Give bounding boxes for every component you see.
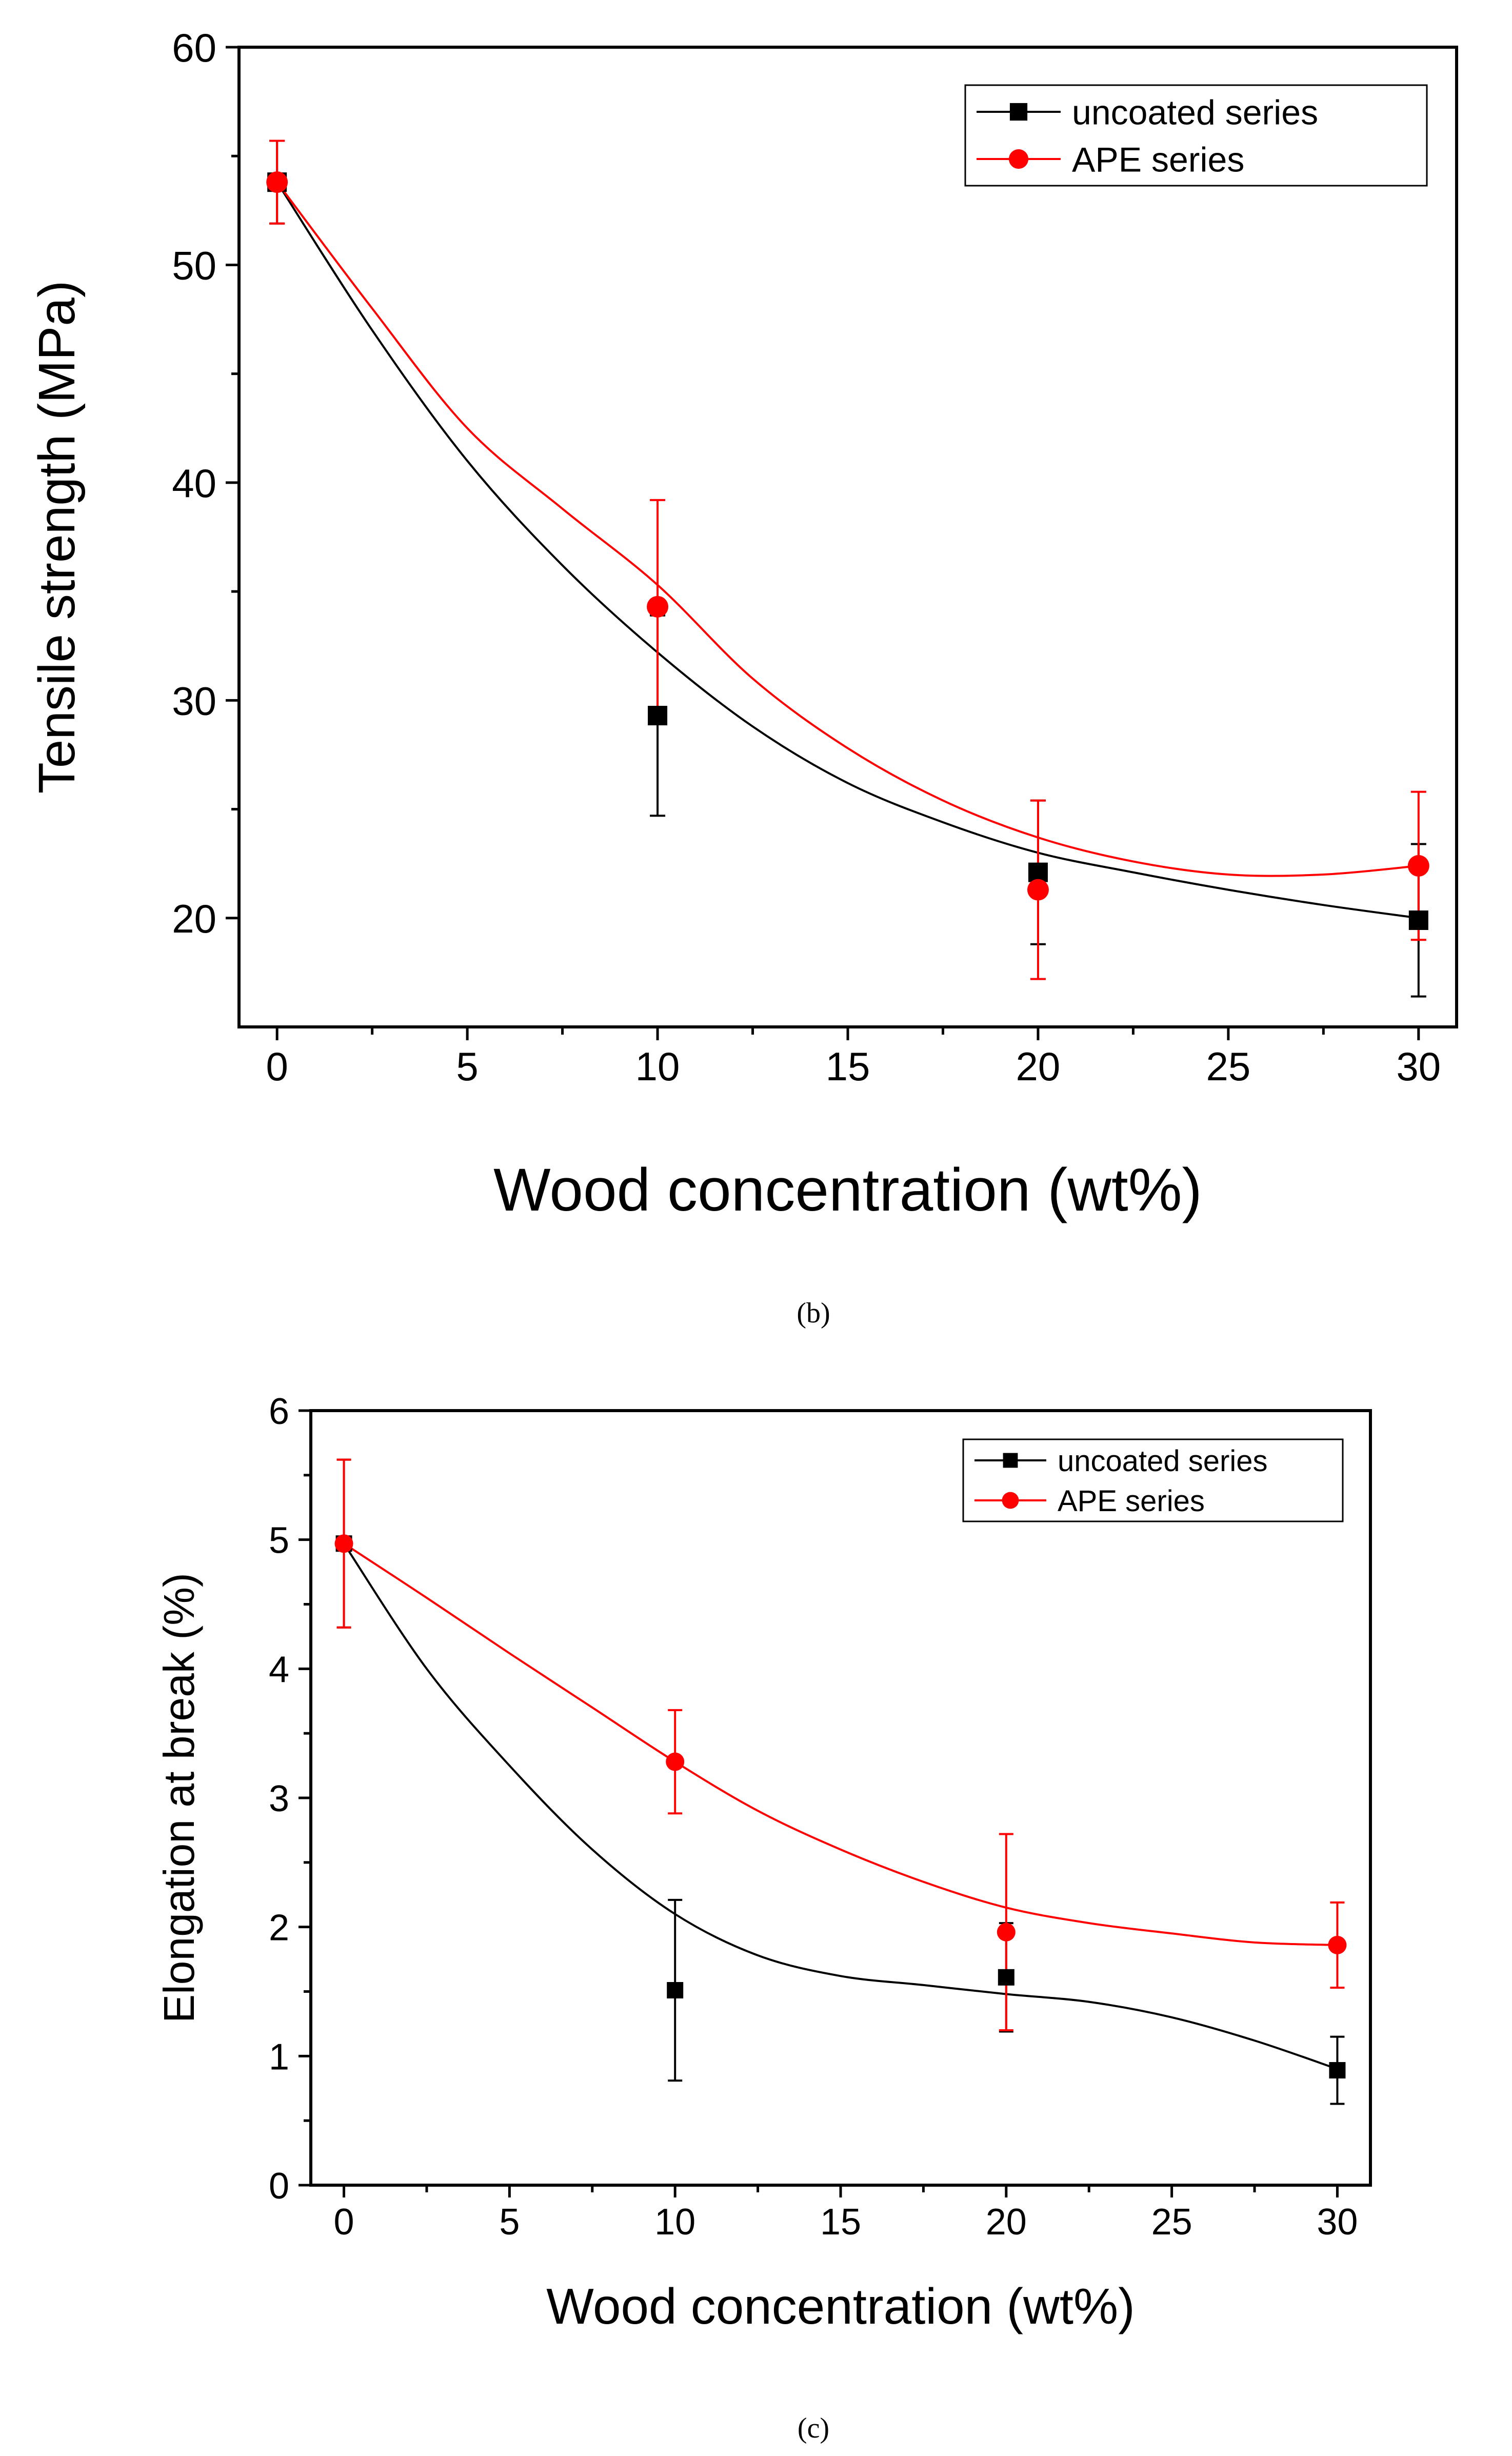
c-legend-marker-square: [1003, 1453, 1018, 1468]
elongation-chart: 0 5 10 15 20 25 30 0 1 2 3 4 5 6 Wood concentration (w…: [155, 1391, 1372, 2334]
b-legend-marker-square: [1009, 103, 1028, 121]
b-legend-marker-circle: [1008, 149, 1029, 169]
c-y-tick-label: 2: [269, 1908, 289, 1949]
b-y-tick-label: 20: [172, 896, 216, 941]
c-data-point-uncoated: [1329, 2062, 1346, 2079]
b-data-point-uncoated: [1408, 910, 1428, 930]
b-data-point-ape: [1027, 879, 1049, 901]
c-plot-frame: [309, 1409, 1372, 2187]
b-y-tick-label: 40: [172, 461, 216, 506]
b-data-point-ape: [1407, 855, 1429, 877]
c-data-point-uncoated: [667, 1982, 684, 1998]
c-data-point-ape: [666, 1752, 685, 1771]
b-legend-box: [964, 84, 1428, 187]
b-x-tick-label: 5: [456, 1044, 478, 1089]
c-legend-marker-circle: [1002, 1492, 1019, 1509]
b-x-tick-label: 15: [826, 1044, 870, 1089]
caption-b: (b): [797, 1297, 830, 1329]
tensile-strength-chart: 0 5 10 15 20 25 30 20 30 40 50 60 Wood concentration…: [28, 25, 1458, 1224]
b-y-axis-title: Tensile strength (MPa): [28, 281, 86, 794]
b-plot-frame: [237, 46, 1458, 1028]
c-legend-box: [962, 1438, 1344, 1522]
b-y-tick-label: 50: [172, 243, 216, 288]
c-fit-curve-uncoated: [343, 1543, 1338, 2070]
c-y-tick-label: 6: [269, 1391, 289, 1432]
c-legend-label: uncoated series: [1058, 1444, 1267, 1478]
c-x-tick-label: 5: [499, 2202, 520, 2243]
c-x-tick-label: 30: [1317, 2202, 1358, 2243]
b-x-axis-title: Wood concentration (wt%): [493, 1156, 1202, 1224]
c-x-tick-label: 20: [986, 2202, 1027, 2243]
c-y-tick-label: 3: [269, 1778, 289, 1819]
b-data-point-uncoated: [1028, 862, 1048, 882]
c-y-axis-title: Elongation at break (%): [155, 1573, 203, 2023]
b-x-tick-label: 25: [1206, 1044, 1250, 1089]
b-legend-label: APE series: [1072, 140, 1244, 179]
b-data-point-uncoated: [648, 706, 668, 726]
c-y-tick-label: 4: [269, 1649, 289, 1690]
c-y-tick-label: 5: [269, 1520, 289, 1561]
b-x-tick-label: 0: [266, 1044, 288, 1089]
c-data-point-ape: [1328, 1935, 1347, 1954]
b-fit-curve-ape: [276, 181, 1419, 877]
c-x-tick-label: 25: [1151, 2202, 1192, 2243]
c-data-point-uncoated: [998, 1969, 1014, 1986]
b-x-tick-label: 20: [1016, 1044, 1061, 1089]
b-x-tick-label: 10: [635, 1044, 680, 1089]
b-y-tick-label: 30: [172, 678, 216, 723]
c-x-axis-title: Wood concentration (wt%): [546, 2278, 1135, 2334]
b-data-point-ape: [647, 596, 669, 618]
b-fit-curve-uncoated: [276, 182, 1419, 919]
c-fit-curve-ape: [343, 1542, 1338, 1946]
c-x-tick-label: 15: [820, 2202, 861, 2243]
b-data-point-ape: [266, 171, 288, 193]
c-x-tick-label: 10: [654, 2202, 695, 2243]
caption-c: (c): [798, 2412, 829, 2444]
c-x-tick-label: 0: [334, 2202, 354, 2243]
c-data-point-ape: [997, 1923, 1016, 1942]
b-y-tick-label: 60: [172, 25, 216, 70]
c-y-tick-label: 1: [269, 2036, 289, 2077]
c-data-point-ape: [334, 1534, 353, 1553]
c-y-tick-label: 0: [269, 2166, 289, 2207]
b-x-tick-label: 30: [1396, 1044, 1441, 1089]
b-legend-label: uncoated series: [1072, 93, 1318, 132]
c-legend-label: APE series: [1058, 1484, 1205, 1518]
